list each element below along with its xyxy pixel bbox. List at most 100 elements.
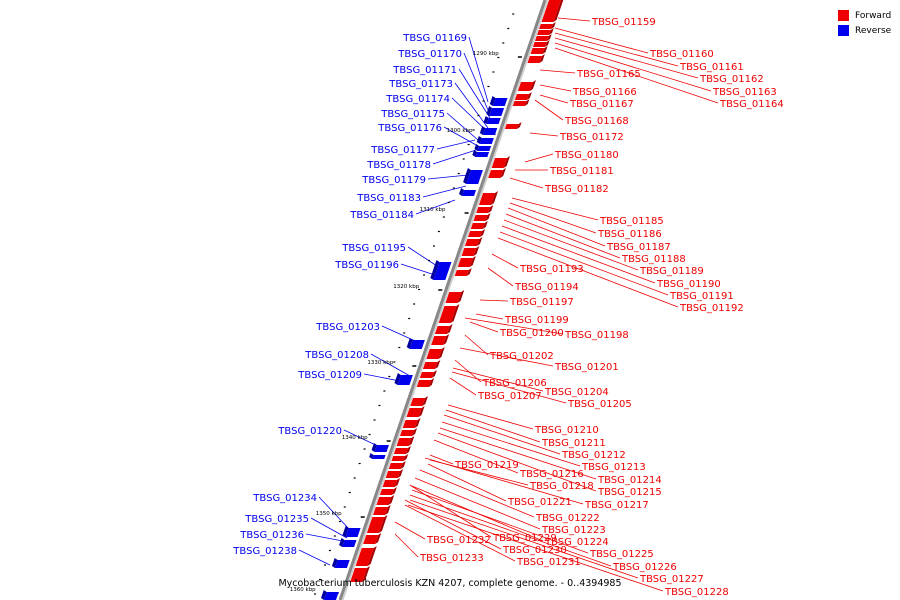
reverse-gene-label[interactable]: TBSG_01179 <box>361 175 426 186</box>
forward-gene-label[interactable]: TBSG_01215 <box>597 487 662 498</box>
reverse-gene[interactable] <box>334 560 350 568</box>
forward-gene[interactable] <box>402 420 418 428</box>
forward-gene[interactable] <box>363 535 379 544</box>
forward-gene-label[interactable]: TBSG_01167 <box>569 99 634 110</box>
reverse-gene-label[interactable]: TBSG_01178 <box>366 160 431 171</box>
forward-gene[interactable] <box>491 158 508 168</box>
forward-gene[interactable] <box>422 362 438 369</box>
forward-gene-label[interactable]: TBSG_01166 <box>572 87 637 98</box>
forward-gene[interactable] <box>396 438 412 446</box>
forward-gene-label[interactable]: TBSG_01207 <box>477 391 542 402</box>
reverse-gene[interactable] <box>477 146 492 151</box>
forward-gene[interactable] <box>373 507 388 515</box>
forward-gene-label[interactable]: TBSG_01214 <box>597 475 662 486</box>
forward-gene[interactable] <box>530 48 545 54</box>
forward-gene-label[interactable]: TBSG_01211 <box>541 438 606 449</box>
forward-gene[interactable] <box>438 306 457 323</box>
forward-gene[interactable] <box>464 239 480 246</box>
forward-gene-label[interactable]: TBSG_01190 <box>656 279 721 290</box>
reverse-gene[interactable] <box>489 108 505 116</box>
reverse-gene-label[interactable]: TBSG_01234 <box>252 493 317 504</box>
forward-gene-label[interactable]: TBSG_01168 <box>564 116 629 127</box>
reverse-gene[interactable] <box>372 455 386 459</box>
forward-gene-label[interactable]: TBSG_01221 <box>507 497 572 508</box>
forward-gene-label[interactable]: TBSG_01210 <box>534 425 599 436</box>
forward-gene[interactable] <box>366 517 385 533</box>
reverse-gene-label[interactable]: TBSG_01173 <box>388 79 453 90</box>
forward-gene[interactable] <box>541 0 561 22</box>
forward-gene-label[interactable]: TBSG_01226 <box>612 562 677 573</box>
forward-gene[interactable] <box>539 24 553 29</box>
reverse-gene-label[interactable]: TBSG_01196 <box>334 260 399 271</box>
forward-gene-label[interactable]: TBSG_01181 <box>549 166 614 177</box>
reverse-gene-label[interactable]: TBSG_01235 <box>244 514 309 525</box>
forward-gene[interactable] <box>470 223 485 229</box>
forward-gene[interactable] <box>457 258 473 267</box>
reverse-gene[interactable] <box>462 190 477 196</box>
forward-gene[interactable] <box>434 326 450 334</box>
forward-gene[interactable] <box>350 568 367 582</box>
reverse-gene[interactable] <box>492 98 508 106</box>
reverse-gene-label[interactable]: TBSG_01176 <box>377 123 442 134</box>
reverse-gene-label[interactable]: TBSG_01238 <box>232 546 297 557</box>
forward-gene-label[interactable]: TBSG_01229 <box>492 533 557 544</box>
reverse-gene-label[interactable]: TBSG_01203 <box>315 322 380 333</box>
reverse-gene-label[interactable]: TBSG_01220 <box>277 426 342 437</box>
reverse-gene[interactable] <box>435 262 452 274</box>
reverse-gene[interactable] <box>345 528 361 537</box>
forward-gene[interactable] <box>379 489 394 495</box>
forward-gene-label[interactable]: TBSG_01192 <box>679 303 744 314</box>
forward-gene-label[interactable]: TBSG_01161 <box>679 62 744 73</box>
forward-gene-label[interactable]: TBSG_01233 <box>419 553 484 564</box>
forward-gene-label[interactable]: TBSG_01223 <box>541 525 606 536</box>
forward-gene[interactable] <box>478 193 496 205</box>
forward-gene-label[interactable]: TBSG_01187 <box>606 242 671 253</box>
forward-gene[interactable] <box>512 101 527 106</box>
forward-gene-label[interactable]: TBSG_01222 <box>535 513 600 524</box>
forward-gene-label[interactable]: TBSG_01232 <box>426 535 491 546</box>
forward-gene-label[interactable]: TBSG_01204 <box>544 387 609 398</box>
reverse-gene[interactable] <box>342 540 357 547</box>
forward-gene-label[interactable]: TBSG_01225 <box>589 549 654 560</box>
forward-gene-label[interactable]: TBSG_01180 <box>554 150 619 161</box>
forward-gene[interactable] <box>445 292 462 303</box>
forward-gene-label[interactable]: TBSG_01205 <box>567 399 632 410</box>
forward-gene[interactable] <box>454 270 469 276</box>
forward-gene-label[interactable]: TBSG_01159 <box>591 17 656 28</box>
forward-gene[interactable] <box>385 471 401 478</box>
forward-gene-label[interactable]: TBSG_01164 <box>719 99 784 110</box>
forward-gene[interactable] <box>388 463 403 469</box>
forward-gene-label[interactable]: TBSG_01201 <box>554 362 619 373</box>
forward-gene-label[interactable]: TBSG_01172 <box>559 132 624 143</box>
forward-gene-label[interactable]: TBSG_01217 <box>584 500 649 511</box>
reverse-gene[interactable] <box>475 152 490 157</box>
forward-gene-label[interactable]: TBSG_01216 <box>519 469 584 480</box>
forward-gene[interactable] <box>406 408 422 417</box>
forward-gene-label[interactable]: TBSG_01198 <box>564 330 629 341</box>
forward-gene-label[interactable]: TBSG_01218 <box>529 481 594 492</box>
reverse-gene[interactable] <box>486 118 501 124</box>
forward-gene[interactable] <box>410 398 426 406</box>
forward-gene[interactable] <box>476 207 491 213</box>
forward-gene-label[interactable]: TBSG_01231 <box>516 557 581 568</box>
reverse-gene[interactable] <box>374 445 389 452</box>
forward-gene-label[interactable]: TBSG_01188 <box>621 254 686 265</box>
forward-gene[interactable] <box>426 349 442 359</box>
reverse-gene-label[interactable]: TBSG_01209 <box>297 370 362 381</box>
forward-gene[interactable] <box>537 30 551 35</box>
reverse-gene[interactable] <box>466 170 483 184</box>
forward-gene-label[interactable]: TBSG_01186 <box>597 229 662 240</box>
reverse-gene[interactable] <box>324 592 339 600</box>
forward-gene[interactable] <box>416 380 432 387</box>
reverse-gene-label[interactable]: TBSG_01175 <box>380 109 445 120</box>
forward-gene-label[interactable]: TBSG_01212 <box>561 450 626 461</box>
forward-gene[interactable] <box>468 231 483 237</box>
forward-gene-label[interactable]: TBSG_01182 <box>544 184 609 195</box>
forward-gene[interactable] <box>527 56 542 63</box>
forward-gene-label[interactable]: TBSG_01202 <box>489 351 554 362</box>
reverse-gene-label[interactable]: TBSG_01174 <box>385 94 450 105</box>
reverse-gene-label[interactable]: TBSG_01170 <box>397 49 462 60</box>
forward-gene-label[interactable]: TBSG_01162 <box>699 74 764 85</box>
forward-gene-label[interactable]: TBSG_01230 <box>502 545 567 556</box>
forward-gene-label[interactable]: TBSG_01165 <box>576 69 641 80</box>
